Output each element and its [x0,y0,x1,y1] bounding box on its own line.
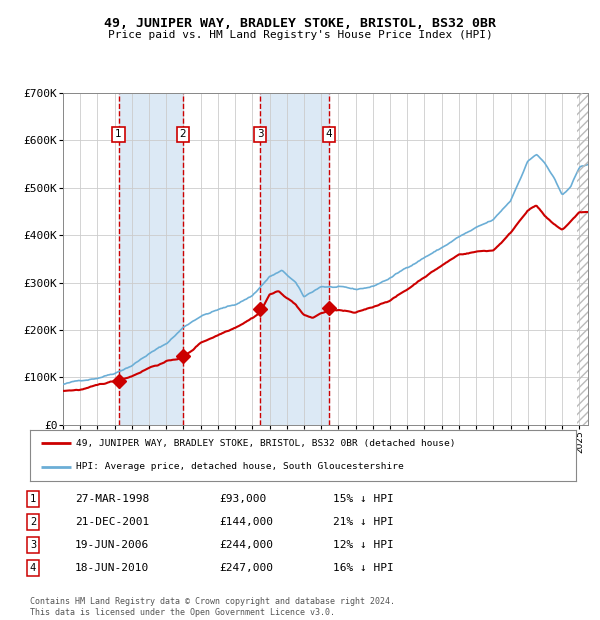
Text: 21-DEC-2001: 21-DEC-2001 [75,517,149,527]
Text: £144,000: £144,000 [219,517,273,527]
Text: £244,000: £244,000 [219,540,273,550]
Text: 49, JUNIPER WAY, BRADLEY STOKE, BRISTOL, BS32 0BR (detached house): 49, JUNIPER WAY, BRADLEY STOKE, BRISTOL,… [76,439,456,448]
Text: 27-MAR-1998: 27-MAR-1998 [75,494,149,504]
Text: 15% ↓ HPI: 15% ↓ HPI [333,494,394,504]
Text: 3: 3 [30,540,36,550]
Bar [119,93,183,425]
Text: 1: 1 [30,494,36,504]
Text: 18-JUN-2010: 18-JUN-2010 [75,563,149,573]
Text: 16% ↓ HPI: 16% ↓ HPI [333,563,394,573]
Text: 4: 4 [326,130,332,140]
Bar [577,93,588,425]
Text: 21% ↓ HPI: 21% ↓ HPI [333,517,394,527]
Text: 12% ↓ HPI: 12% ↓ HPI [333,540,394,550]
Text: 3: 3 [257,130,263,140]
Bar [260,93,329,425]
Text: HPI: Average price, detached house, South Gloucestershire: HPI: Average price, detached house, Sout… [76,463,404,471]
Text: £247,000: £247,000 [219,563,273,573]
Text: 4: 4 [30,563,36,573]
Text: 1: 1 [115,130,122,140]
Text: Contains HM Land Registry data © Crown copyright and database right 2024.
This d: Contains HM Land Registry data © Crown c… [30,598,395,617]
Text: £93,000: £93,000 [219,494,266,504]
Text: 2: 2 [30,517,36,527]
Text: 49, JUNIPER WAY, BRADLEY STOKE, BRISTOL, BS32 0BR: 49, JUNIPER WAY, BRADLEY STOKE, BRISTOL,… [104,17,496,30]
Text: Price paid vs. HM Land Registry's House Price Index (HPI): Price paid vs. HM Land Registry's House … [107,30,493,40]
Text: 19-JUN-2006: 19-JUN-2006 [75,540,149,550]
Text: 2: 2 [179,130,186,140]
